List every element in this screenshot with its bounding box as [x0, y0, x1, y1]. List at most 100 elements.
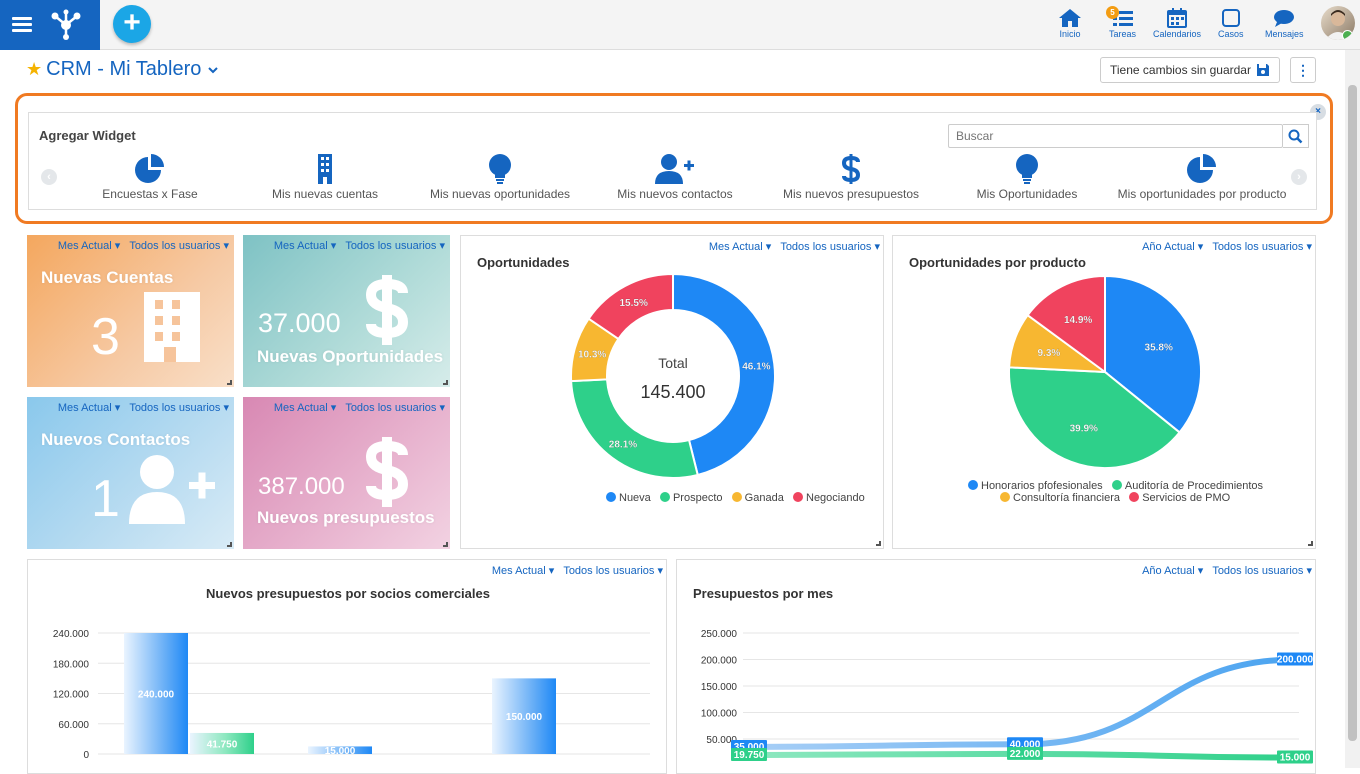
tile-label: Nuevos presupuestos	[257, 508, 435, 527]
resize-handle[interactable]	[1308, 541, 1313, 546]
logo-icon	[51, 9, 81, 40]
data-label: 40.000	[1010, 739, 1041, 750]
widget-item[interactable]: Mis oportunidades por producto	[1117, 153, 1287, 201]
nav-cases[interactable]: Casos	[1218, 8, 1244, 39]
user-plus-icon	[129, 455, 215, 524]
legend-label[interactable]: Nueva	[619, 492, 651, 504]
widget-item-label: Encuestas x Fase	[102, 187, 198, 201]
widget-item-label: Mis oportunidades por producto	[1117, 187, 1287, 201]
users-filter[interactable]: Todos los usuarios	[345, 402, 437, 414]
widget-item[interactable]: Mis nuevos presupuestos	[766, 153, 936, 201]
building-icon	[144, 292, 200, 362]
period-filter[interactable]: Mes Actual	[708, 241, 763, 253]
legend-label[interactable]: Negociando	[806, 492, 865, 504]
carousel-prev-icon[interactable]: ‹	[41, 169, 57, 185]
more-options-icon[interactable]: ⋮	[1290, 57, 1316, 83]
widget-item[interactable]: Mis nuevos contactos	[590, 153, 760, 201]
widget-item[interactable]: Mis nuevas cuentas	[240, 153, 410, 201]
save-button[interactable]: Tiene cambios sin guardar	[1100, 57, 1280, 83]
legend-dot	[968, 480, 978, 490]
chart-legend: Honorarios pfofesionales Auditoría de Pr…	[968, 480, 1263, 492]
chart-title: Oportunidades por producto	[909, 255, 1086, 270]
calendar-icon	[1167, 8, 1188, 28]
widget-item[interactable]: Mis Oportunidades	[942, 153, 1112, 201]
legend-dot	[1000, 492, 1010, 502]
resize-handle[interactable]	[443, 542, 448, 547]
legend-label[interactable]: Consultoría financiera	[1013, 492, 1121, 504]
pie-slice	[1026, 274, 1106, 374]
data-label: 200.000	[1277, 655, 1314, 666]
users-filter[interactable]: Todos los usuarios	[780, 241, 872, 253]
dollar-icon	[365, 437, 409, 507]
widget-item-label: Mis nuevos presupuestos	[782, 187, 920, 201]
legend-label[interactable]: Servicios de PMO	[1142, 492, 1231, 504]
chevron-down-icon	[208, 67, 218, 74]
users-filter[interactable]: Todos los usuarios	[1212, 565, 1304, 577]
data-label: 35.8%	[1145, 342, 1173, 353]
period-filter[interactable]: Mes Actual	[273, 402, 328, 414]
nav-messages[interactable]: Mensajes	[1265, 8, 1304, 39]
period-filter[interactable]: Mes Actual	[57, 402, 112, 414]
legend-label[interactable]: Honorarios pfofesionales	[981, 480, 1103, 492]
legend-label[interactable]: Auditoría de Procedimientos	[1124, 480, 1264, 492]
widget-item[interactable]: Mis nuevas oportunidades	[415, 153, 585, 201]
users-filter[interactable]: Todos los usuarios	[1212, 241, 1304, 253]
search-button[interactable]	[1283, 124, 1309, 148]
resize-handle[interactable]	[876, 541, 881, 546]
opportunities-card: Mes Actual ▾ Todos los usuarios ▾ Oportu…	[460, 235, 884, 549]
nav-calendars[interactable]: Calendarios	[1153, 8, 1201, 39]
data-label: 39.9%	[1070, 424, 1098, 435]
widget-item-label: Mis nuevos contactos	[617, 187, 733, 201]
legend-label[interactable]: Prospecto	[672, 492, 723, 504]
nav-home[interactable]: Inicio	[1058, 8, 1082, 39]
user-avatar[interactable]	[1321, 6, 1355, 40]
page-title[interactable]: ★ CRM - Mi Tablero	[26, 58, 219, 82]
period-filter[interactable]: Mes Actual	[57, 240, 112, 252]
cases-icon	[1221, 9, 1240, 27]
tile-filters: Mes Actual ▾ Todos los usuarios ▾	[273, 240, 445, 252]
legend-label[interactable]: Ganada	[744, 492, 784, 504]
users-filter[interactable]: Todos los usuarios	[129, 240, 221, 252]
data-label: 14.9%	[1064, 315, 1092, 326]
data-label: 46.1%	[742, 362, 770, 373]
scrollbar-thumb[interactable]	[1348, 85, 1357, 741]
center-value: 145.400	[640, 382, 705, 402]
users-filter[interactable]: Todos los usuarios	[345, 240, 437, 252]
legend-dot	[1111, 480, 1122, 490]
chart-title: Presupuestos por mes	[693, 586, 834, 601]
opportunities-by-product-card: Año Actual ▾ Todos los usuarios ▾ Oportu…	[892, 235, 1316, 549]
tile-new-opportunities: Mes Actual ▾ Todos los usuarios ▾ 37.000…	[243, 235, 450, 387]
add-widget-panel: × Agregar Widget ‹ › Encuestas x Fase Mi…	[15, 93, 1333, 224]
scrollbar[interactable]	[1345, 50, 1360, 768]
y-tick-label: 60.000	[58, 720, 89, 731]
users-filter[interactable]: Todos los usuarios	[563, 565, 655, 577]
widget-item-label: Mis nuevas oportunidades	[429, 187, 571, 201]
y-tick-label: 100.000	[701, 709, 738, 720]
point-label-box	[731, 748, 767, 762]
period-filter[interactable]: Año Actual	[1142, 565, 1195, 577]
dollar-icon	[365, 275, 409, 345]
period-filter[interactable]: Mes Actual	[273, 240, 328, 252]
tile-label: Nuevos Contactos	[41, 430, 191, 449]
chart-legend: Nueva Prospecto Ganada Negociando	[606, 492, 865, 504]
tile-filters: Mes Actual ▾ Todos los usuarios ▾	[57, 240, 229, 252]
y-tick-label: 50.000	[706, 735, 737, 746]
period-filter[interactable]: Año Actual	[1142, 241, 1195, 253]
search-input[interactable]	[948, 124, 1283, 148]
widget-item[interactable]: Encuestas x Fase	[65, 153, 235, 201]
carousel-next-icon[interactable]: ›	[1291, 169, 1307, 185]
resize-handle[interactable]	[443, 380, 448, 385]
resize-handle[interactable]	[227, 380, 232, 385]
bar-chart: 240.000 180.000 120.000 60.000 0 240.000 41.75…	[53, 629, 650, 761]
add-button[interactable]: +	[113, 5, 151, 43]
hamburger-menu-icon[interactable]	[12, 14, 32, 36]
chart-legend: Consultoría financiera Servicios de PMO	[1000, 492, 1230, 504]
resize-handle[interactable]	[227, 542, 232, 547]
period-filter[interactable]: Mes Actual	[491, 565, 546, 577]
nav-tasks[interactable]: 5 Tareas	[1106, 6, 1136, 39]
tile-value: 3	[91, 308, 120, 366]
chart-title: Oportunidades	[477, 255, 570, 270]
star-icon[interactable]: ★	[26, 59, 43, 79]
users-filter[interactable]: Todos los usuarios	[129, 402, 221, 414]
search-icon	[1288, 129, 1303, 144]
